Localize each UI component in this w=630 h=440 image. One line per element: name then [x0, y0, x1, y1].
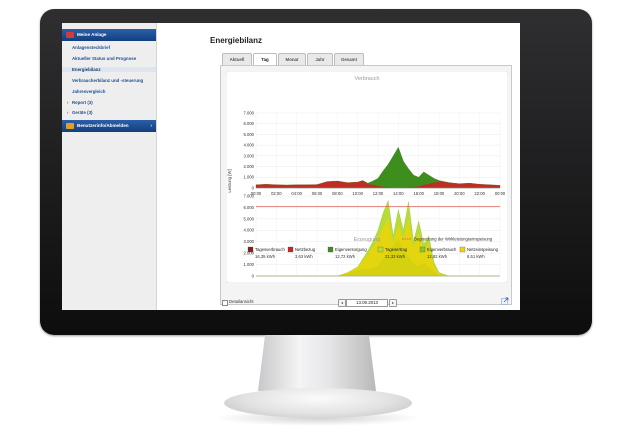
- x-tick-label: 14:00: [393, 191, 404, 196]
- chart-title-bottom: Erzeugung: [354, 237, 381, 243]
- bottom-y-tick-label: 5.000: [244, 216, 255, 221]
- legend-swatch: [327, 246, 334, 253]
- export-icon[interactable]: [501, 297, 509, 305]
- detail-view-checkbox[interactable]: [222, 300, 228, 306]
- tab-jahr[interactable]: Jahr: [307, 53, 333, 65]
- legend-swatch: [287, 246, 294, 253]
- top-y-tick-label: 0: [252, 185, 255, 190]
- legend-swatch: [247, 246, 254, 253]
- bottom-y-tick-label: 0: [252, 273, 255, 278]
- chart-title-top: Verbrauch: [354, 76, 379, 82]
- y-axis-label: Leistung [W]: [227, 169, 232, 192]
- chevron-right-icon: ›: [67, 100, 69, 105]
- legend-swatch: [419, 246, 426, 253]
- monitor-stand-base: [224, 388, 412, 418]
- limit-legend-label: Begrenzung der Wirkleistungseinspeisung: [414, 237, 493, 242]
- tab-gesamt[interactable]: Gesamt: [334, 53, 364, 65]
- consumption-plot: 7.0006.0005.0004.0003.0002.0001.000000:0…: [244, 110, 506, 196]
- x-tick-label: 00:00: [495, 191, 506, 196]
- legend-value: 12,72 kWh: [335, 254, 356, 259]
- previous-day-button[interactable]: ◂: [338, 299, 346, 307]
- top-y-tick-label: 6.000: [244, 121, 255, 126]
- sidebar-item-geraete[interactable]: › Geräte (3): [67, 110, 93, 115]
- top-y-tick-label: 2.000: [244, 164, 255, 169]
- legend: Tagesverbrauch 16,35 kWh Netzbezug 3,63 kWh…: [247, 246, 499, 259]
- chevron-right-icon: ›: [67, 110, 69, 115]
- legend-value: 3,63 kWh: [295, 254, 313, 259]
- legend-label: Tagesertrag: [385, 247, 408, 252]
- sidebar: Meine Anlage Anlagensteckbrief Aktueller…: [62, 23, 157, 310]
- detail-view-label: Detailansicht: [229, 299, 254, 304]
- bottom-y-tick-label: 7.000: [244, 193, 255, 198]
- x-tick-label: 00:00: [251, 191, 262, 196]
- x-tick-label: 02:00: [271, 191, 282, 196]
- legend-value: 8,51 kWh: [467, 254, 485, 259]
- sidebar-item-verbraucherbilanz[interactable]: Verbraucherbilanz und -steuerung: [72, 78, 144, 83]
- bottom-y-tick-label: 3.000: [244, 239, 255, 244]
- top-y-tick-label: 4.000: [244, 143, 255, 148]
- sidebar-item-energiebilanz[interactable]: Energiebilanz: [62, 67, 156, 72]
- top-y-tick-label: 5.000: [244, 132, 255, 137]
- legend-value: 16,35 kWh: [255, 254, 276, 259]
- tab-monat[interactable]: Monat: [278, 53, 306, 65]
- top-y-tick-label: 3.000: [244, 153, 255, 158]
- legend-value: 12,82 kWh: [427, 254, 448, 259]
- x-tick-label: 12:00: [373, 191, 384, 196]
- grid-import-area: [256, 180, 500, 188]
- monitor-stand-neck: [258, 335, 376, 391]
- sidebar-item-jahresvergleich[interactable]: Jahresvergleich: [72, 89, 106, 94]
- sidebar-item-anlagensteckbrief[interactable]: Anlagensteckbrief: [72, 45, 111, 50]
- bottom-y-tick-label: 6.000: [244, 205, 255, 210]
- x-tick-label: 20:00: [454, 191, 465, 196]
- x-tick-label: 10:00: [352, 191, 363, 196]
- legend-swatch: [377, 246, 384, 253]
- tab-aktuell[interactable]: Aktuell: [222, 53, 252, 65]
- x-tick-label: 08:00: [332, 191, 343, 196]
- legend-label: Eigenversorgung: [335, 247, 367, 252]
- top-y-tick-label: 7.000: [244, 110, 255, 115]
- house-icon: [66, 32, 74, 38]
- bottom-y-tick-label: 2.000: [244, 251, 255, 256]
- chevron-right-icon: ›: [150, 123, 152, 128]
- x-tick-label: 18:00: [434, 191, 445, 196]
- x-tick-label: 04:00: [291, 191, 302, 196]
- legend-label: Netzeinspeisung: [467, 247, 499, 252]
- sidebar-item-report[interactable]: › Report (3): [67, 100, 93, 105]
- tab-tag[interactable]: Tag: [253, 53, 277, 66]
- bottom-y-tick-label: 4.000: [244, 228, 255, 233]
- energy-balance-chart: Verbrauch 7.000 6.000 5.000 4.000 3.000 2.000…: [226, 71, 508, 283]
- x-tick-label: 06:00: [312, 191, 323, 196]
- legend-label: Eigenverbrauch: [427, 247, 457, 252]
- tab-bar: Aktuell Tag Monat Jahr Gesamt: [222, 53, 512, 66]
- screen: Meine Anlage Anlagensteckbrief Aktueller…: [62, 23, 520, 310]
- sidebar-header-my-system[interactable]: Meine Anlage: [62, 29, 156, 41]
- x-tick-label: 16:00: [413, 191, 424, 196]
- top-y-tick-label: 1.000: [244, 175, 255, 180]
- legend-label: Tagesverbrauch: [255, 247, 285, 252]
- next-day-button[interactable]: ▸: [389, 299, 397, 307]
- sidebar-header-user-info[interactable]: Benutzerinfo/Abmelden ›: [62, 120, 156, 132]
- legend-label: Netzbezug: [295, 247, 316, 252]
- x-tick-label: 22:00: [474, 191, 485, 196]
- sidebar-item-status[interactable]: Aktueller Status und Prognose: [72, 56, 137, 61]
- legend-swatch: [459, 246, 466, 253]
- bottom-y-tick-label: 1.000: [244, 262, 255, 267]
- date-field[interactable]: 13.09.2013: [346, 299, 388, 307]
- page-title: Energiebilanz: [210, 36, 263, 45]
- user-icon: [66, 123, 74, 129]
- legend-value: 21,33 kWh: [385, 254, 406, 259]
